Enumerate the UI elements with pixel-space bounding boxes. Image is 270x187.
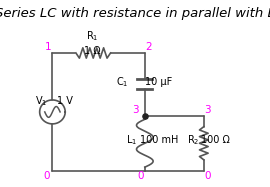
- Text: 100 Ω: 100 Ω: [201, 135, 230, 145]
- Text: 1: 1: [45, 42, 52, 52]
- Text: C$_1$: C$_1$: [116, 76, 129, 89]
- Text: V$_1$: V$_1$: [35, 94, 48, 108]
- Text: 0: 0: [204, 171, 211, 181]
- Text: 1 Ω: 1 Ω: [85, 46, 101, 56]
- Text: 3: 3: [132, 105, 138, 115]
- Text: R$_2$: R$_2$: [187, 134, 199, 147]
- Text: 2: 2: [146, 42, 152, 52]
- Text: 3: 3: [204, 105, 211, 115]
- Text: L$_1$: L$_1$: [126, 134, 138, 147]
- Text: 100 mH: 100 mH: [140, 135, 179, 145]
- Point: [143, 114, 147, 117]
- Text: 0: 0: [138, 171, 144, 181]
- Text: Series LC with resistance in parallel with L: Series LC with resistance in parallel wi…: [0, 7, 270, 20]
- Text: 10 μF: 10 μF: [145, 77, 172, 88]
- Text: 0: 0: [43, 171, 50, 181]
- Text: 1 V: 1 V: [57, 96, 73, 106]
- Text: R$_1$: R$_1$: [86, 30, 99, 43]
